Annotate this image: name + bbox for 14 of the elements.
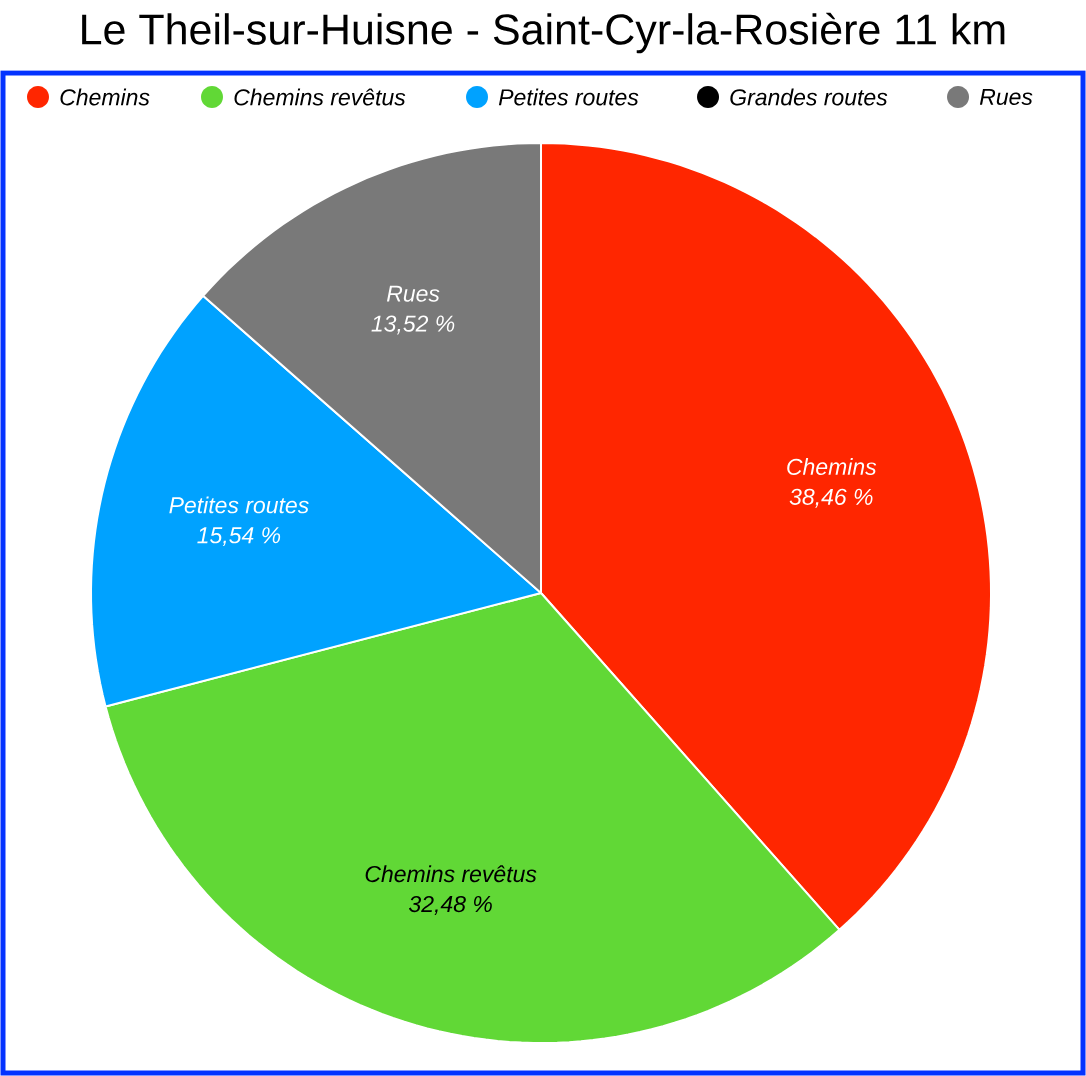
- slice-label: Chemins revêtus: [365, 865, 537, 883]
- data-label: 13,52 %: [371, 315, 455, 335]
- legend-label: Chemins: [60, 88, 150, 106]
- chart-title: Le Theil-sur-Huisne - Saint-Cyr-la-Rosière 11 km: [82, 12, 1005, 54]
- data-label: 15,54 %: [197, 527, 281, 547]
- data-label: 32,48 %: [408, 895, 492, 915]
- slice-label: Petites routes: [169, 496, 309, 514]
- legend-label: Grandes routes: [730, 88, 888, 106]
- legend-label: Rues: [979, 88, 1033, 106]
- slice-label: Chemins: [787, 458, 877, 475]
- legend-label: Chemins revêtus: [234, 88, 406, 106]
- legend-label: Petites routes: [498, 88, 639, 106]
- data-label: 38,46 %: [789, 488, 873, 508]
- slice-label: Rues: [386, 285, 440, 302]
